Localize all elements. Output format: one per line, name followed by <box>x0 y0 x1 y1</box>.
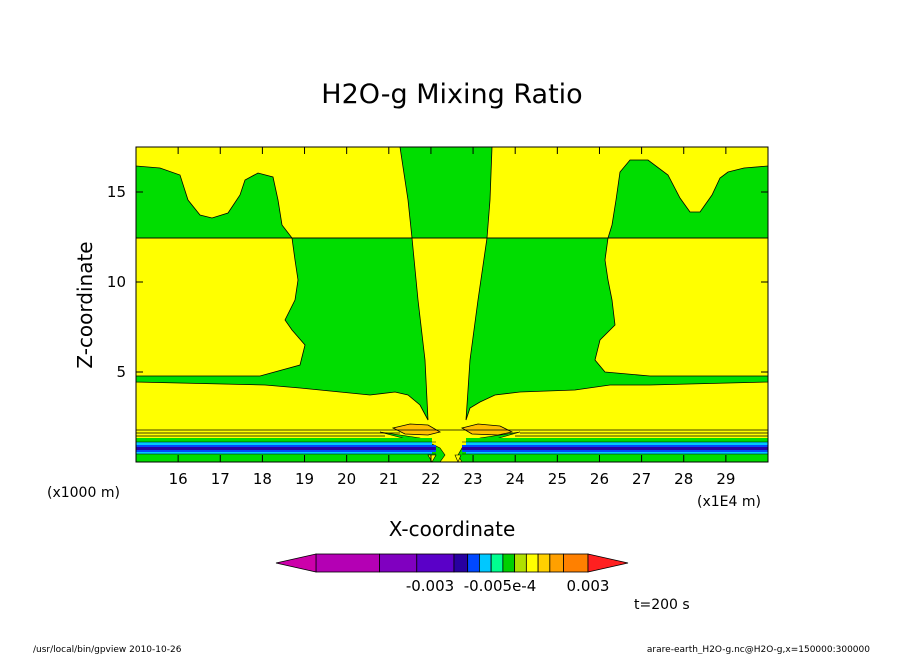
colorbar-segment <box>537 553 551 573</box>
colorbar-segment <box>315 553 380 573</box>
footer-right: arare-earth_H2O-g.nc@H2O-g,x=150000:3000… <box>647 645 870 654</box>
colorbar-segment <box>416 553 455 573</box>
x-tick-label: 16 <box>169 470 188 488</box>
contour-green-top-right <box>607 159 769 239</box>
x-tick-label: 18 <box>253 470 272 488</box>
x-tick-label: 27 <box>632 470 651 488</box>
colorbar-segment <box>514 553 527 573</box>
x-tick-label: 22 <box>421 470 440 488</box>
colorbar-arrow-left <box>275 553 317 573</box>
contour-green-mid-left <box>135 237 429 421</box>
colorbar <box>275 553 629 573</box>
x-tick-label: 24 <box>506 470 525 488</box>
colorbar-segment <box>379 553 418 573</box>
plot-frame <box>135 146 769 463</box>
y-tick-label: 5 <box>116 363 126 381</box>
x-tick-label: 29 <box>716 470 735 488</box>
x-tick-label: 28 <box>674 470 693 488</box>
colorbar-segment <box>467 553 480 573</box>
x-tick-label: 17 <box>211 470 230 488</box>
y-axis-ticks: 5 10 15 <box>107 183 768 381</box>
contour-green-top-left <box>135 165 293 239</box>
colorbar-segment <box>502 553 516 573</box>
y-tick-label: 15 <box>107 183 126 201</box>
x-tick-label: 23 <box>464 470 483 488</box>
plot-area <box>135 146 769 463</box>
surface-bands <box>136 429 768 463</box>
y-axis-title: Z-coordinate <box>73 241 97 368</box>
x-axis-ticks: 16 17 18 19 20 21 22 23 24 25 26 27 28 29 <box>169 147 735 488</box>
x-axis-title: X-coordinate <box>389 517 516 541</box>
colorbar-labels: -0.003 -0.005e-4 0.003 <box>406 577 610 595</box>
x-tick-label: 25 <box>548 470 567 488</box>
x-tick-label: 26 <box>590 470 609 488</box>
x-tick-label: 21 <box>379 470 398 488</box>
x-tick-label: 20 <box>337 470 356 488</box>
colorbar-segment <box>525 553 539 573</box>
contour-orange-right <box>460 423 514 436</box>
time-label: t=200 s <box>634 597 690 613</box>
contour-green-center-plume <box>399 146 493 239</box>
colorbar-segment <box>549 553 564 573</box>
colorbar-arrow-right <box>587 553 629 573</box>
colorbar-label: 0.003 <box>567 577 610 595</box>
colorbar-segment <box>490 553 504 573</box>
footer-left: /usr/local/bin/gpview 2010-10-26 <box>33 645 182 654</box>
contour-orange-left <box>391 423 442 436</box>
x-unit-right: (x1E4 m) <box>697 494 761 510</box>
colorbar-segment <box>478 553 492 573</box>
x-unit-left: (x1000 m) <box>47 485 120 501</box>
x-tick-label: 19 <box>295 470 314 488</box>
colorbar-label: -0.005e-4 <box>464 577 537 595</box>
colorbar-segment <box>563 553 589 573</box>
colorbar-segment <box>453 553 469 573</box>
chart-title: H2O-g Mixing Ratio <box>321 79 582 110</box>
colorbar-label: -0.003 <box>406 577 454 595</box>
y-tick-label: 10 <box>107 273 126 291</box>
